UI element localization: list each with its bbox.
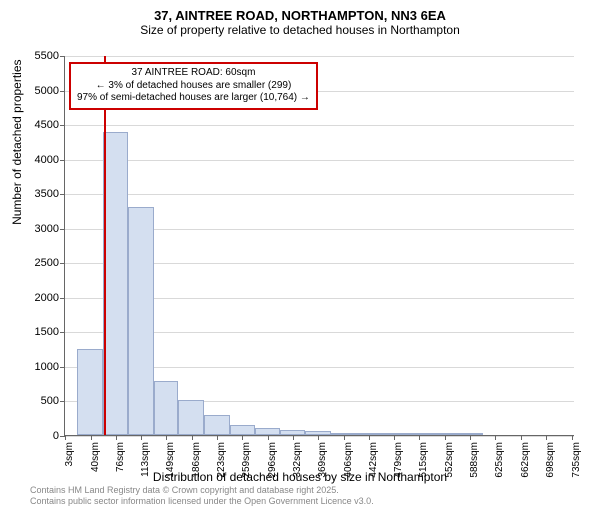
xtick-mark (141, 435, 142, 440)
xtick-mark (217, 435, 218, 440)
ytick-label: 1500 (35, 326, 59, 338)
xtick-mark (546, 435, 547, 440)
footer: Contains HM Land Registry data © Crown c… (30, 485, 374, 506)
xtick-label: 3sqm (64, 442, 75, 466)
ytick-label: 3000 (35, 223, 59, 235)
info-line-1: 37 AINTREE ROAD: 60sqm (77, 67, 310, 80)
xtick-mark (495, 435, 496, 440)
histogram-bar (154, 381, 179, 435)
ytick-label: 5000 (35, 85, 59, 97)
xtick-mark (369, 435, 370, 440)
xtick-mark (242, 435, 243, 440)
histogram-bar (432, 433, 458, 435)
histogram-bar (331, 433, 357, 435)
ytick-mark (60, 263, 65, 264)
ytick-mark (60, 332, 65, 333)
ytick-label: 3500 (35, 188, 59, 200)
histogram-bar (457, 433, 483, 435)
footer-line-1: Contains HM Land Registry data © Crown c… (30, 485, 374, 495)
gridline (65, 56, 574, 57)
ytick-mark (60, 229, 65, 230)
ytick-mark (60, 367, 65, 368)
info-line-2: ← 3% of detached houses are smaller (299… (77, 80, 310, 93)
gridline (65, 160, 574, 161)
ytick-label: 2500 (35, 257, 59, 269)
histogram-bar (356, 433, 381, 435)
ytick-label: 4000 (35, 154, 59, 166)
ytick-mark (60, 56, 65, 57)
ytick-mark (60, 160, 65, 161)
histogram-bar (255, 428, 281, 435)
histogram-bar (178, 400, 204, 435)
xtick-mark (445, 435, 446, 440)
histogram-bar (230, 425, 255, 435)
ytick-label: 5500 (35, 50, 59, 62)
xtick-mark (344, 435, 345, 440)
histogram-bar (381, 433, 407, 435)
xtick-mark (293, 435, 294, 440)
y-axis-label: Number of detached properties (10, 59, 24, 224)
ytick-mark (60, 125, 65, 126)
xtick-mark (470, 435, 471, 440)
xtick-mark (318, 435, 319, 440)
chart-container: 37, AINTREE ROAD, NORTHAMPTON, NN3 6EA S… (0, 8, 600, 508)
xtick-mark (394, 435, 395, 440)
ytick-label: 500 (41, 395, 59, 407)
xtick-mark (65, 435, 66, 440)
xtick-mark (268, 435, 269, 440)
xtick-mark (419, 435, 420, 440)
ytick-label: 2000 (35, 292, 59, 304)
footer-line-2: Contains public sector information licen… (30, 496, 374, 506)
histogram-bar (128, 207, 154, 435)
info-box: 37 AINTREE ROAD: 60sqm ← 3% of detached … (69, 62, 318, 110)
gridline (65, 125, 574, 126)
xtick-mark (91, 435, 92, 440)
histogram-bar (407, 433, 432, 435)
plot-area: 0500100015002000250030003500400045005000… (64, 56, 574, 436)
xtick-label: 76sqm (115, 442, 126, 472)
ytick-mark (60, 298, 65, 299)
xtick-label: 40sqm (90, 442, 101, 472)
histogram-bar (77, 349, 103, 435)
ytick-mark (60, 91, 65, 92)
histogram-bar (280, 430, 305, 435)
chart-title: 37, AINTREE ROAD, NORTHAMPTON, NN3 6EA (0, 8, 600, 23)
reference-line (104, 56, 106, 435)
xtick-mark (166, 435, 167, 440)
histogram-bar (305, 431, 331, 435)
ytick-mark (60, 194, 65, 195)
histogram-bar (103, 132, 128, 435)
ytick-label: 4500 (35, 119, 59, 131)
x-axis-label: Distribution of detached houses by size … (0, 470, 600, 484)
chart-subtitle: Size of property relative to detached ho… (0, 23, 600, 37)
ytick-label: 1000 (35, 361, 59, 373)
ytick-mark (60, 401, 65, 402)
xtick-mark (572, 435, 573, 440)
gridline (65, 194, 574, 195)
xtick-mark (116, 435, 117, 440)
histogram-bar (204, 415, 230, 435)
xtick-mark (521, 435, 522, 440)
xtick-mark (192, 435, 193, 440)
ytick-label: 0 (53, 430, 59, 442)
info-line-3: 97% of semi-detached houses are larger (… (77, 92, 310, 105)
